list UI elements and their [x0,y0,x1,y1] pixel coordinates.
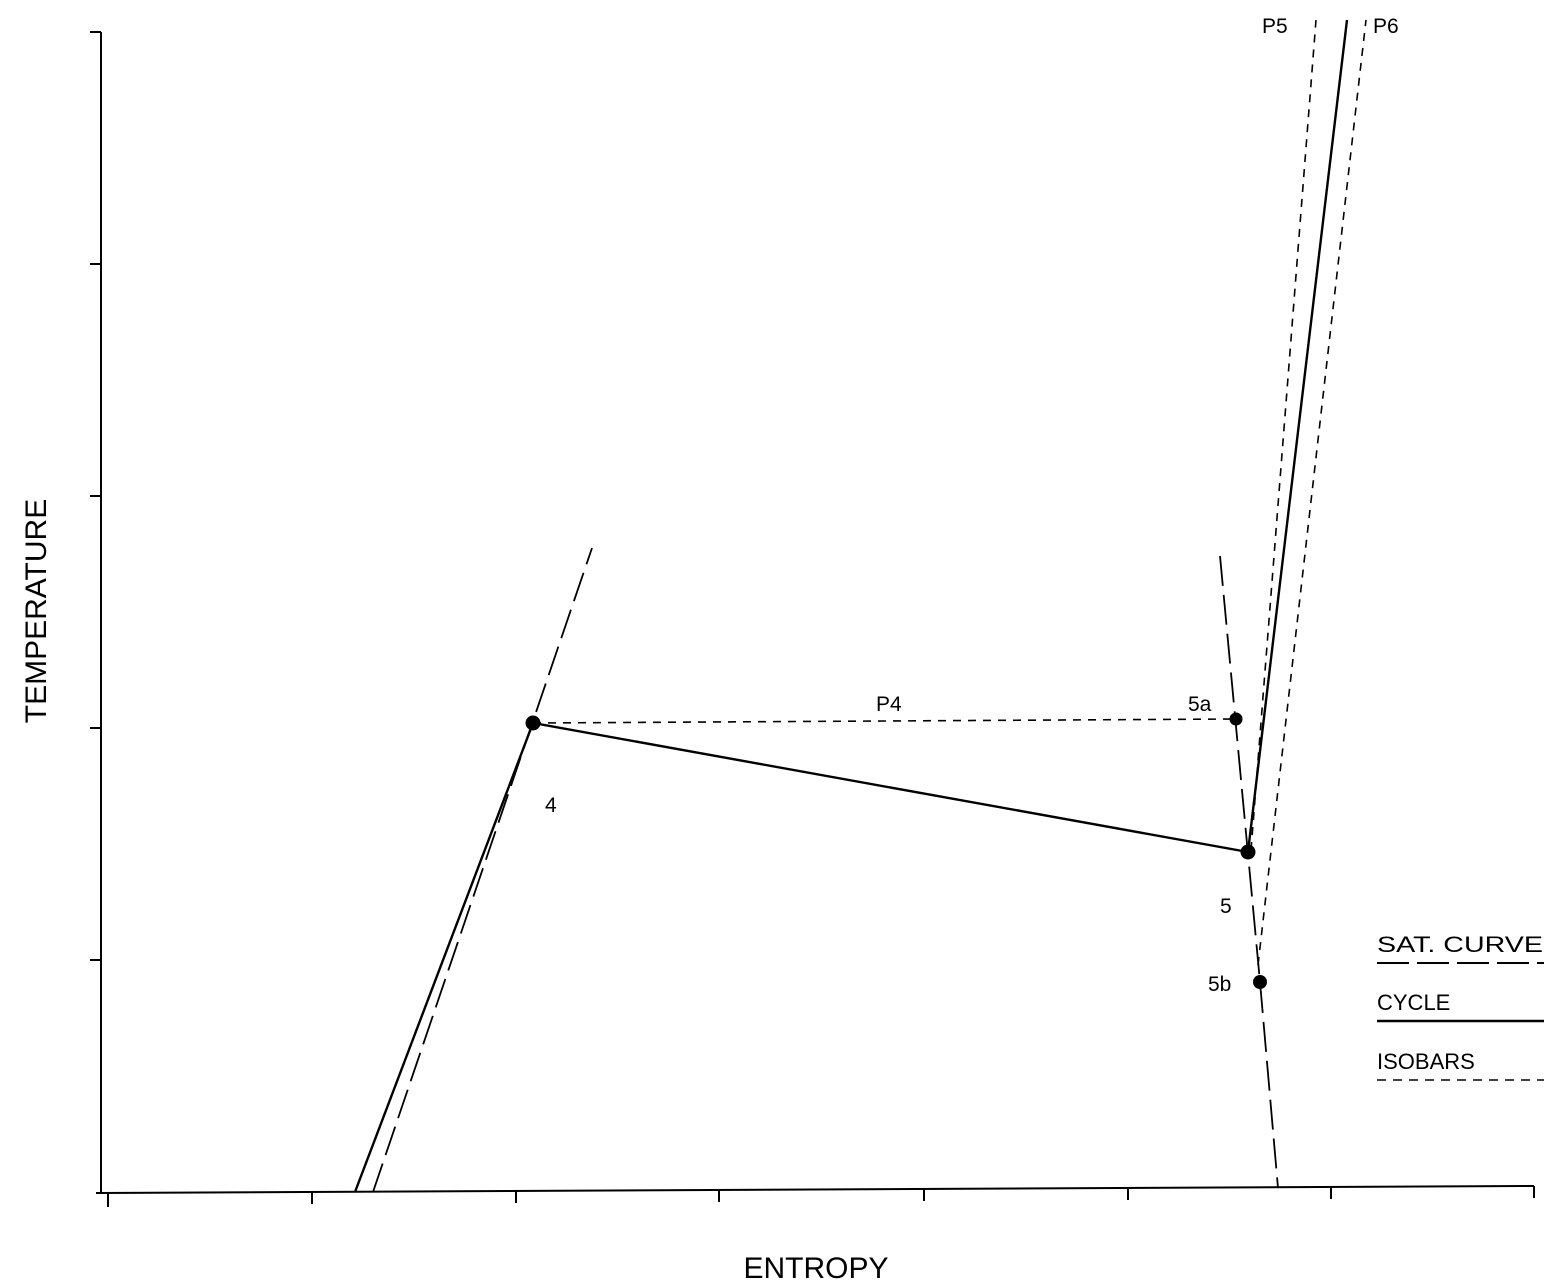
label-state-5: 5 [1220,895,1232,918]
legend: SAT. CURVE CYCLE ISOBARS [1377,932,1544,1081]
legend-cycle-label: CYCLE [1377,990,1450,1015]
isobar-p4 [532,718,1237,724]
label-state-4: 4 [545,794,557,817]
x-axis [95,1185,1535,1194]
sat-curve-vapor-side [1219,555,1279,1189]
legend-sat-curve-label: SAT. CURVE [1377,932,1543,957]
state-points [525,712,1267,989]
label-p6: P6 [1373,15,1399,38]
isobars [532,19,1367,966]
cycle-path [353,19,1349,1193]
label-state-5b: 5b [1208,973,1231,996]
legend-isobars-label: ISOBARS [1377,1049,1475,1074]
cycle [353,19,1349,1193]
label-state-5a: 5a [1188,693,1212,716]
state-point-4 [525,715,541,731]
isobar-p5 [1250,19,1317,851]
x-ticks [107,1186,1535,1207]
state-point-5 [1240,844,1256,860]
y-ticks [90,31,101,961]
state-point-5a [1229,712,1243,726]
x-axis-title: ENTROPY [743,1252,888,1285]
sat-curve-liquid-side [372,547,593,1193]
y-axis-title: TEMPERATURE [20,499,53,723]
label-p5: P5 [1262,15,1288,38]
isobar-p6 [1257,19,1367,966]
label-p4: P4 [876,693,902,716]
axes [95,32,1535,1194]
saturation-curve [372,547,1279,1193]
state-point-5b [1253,975,1267,989]
